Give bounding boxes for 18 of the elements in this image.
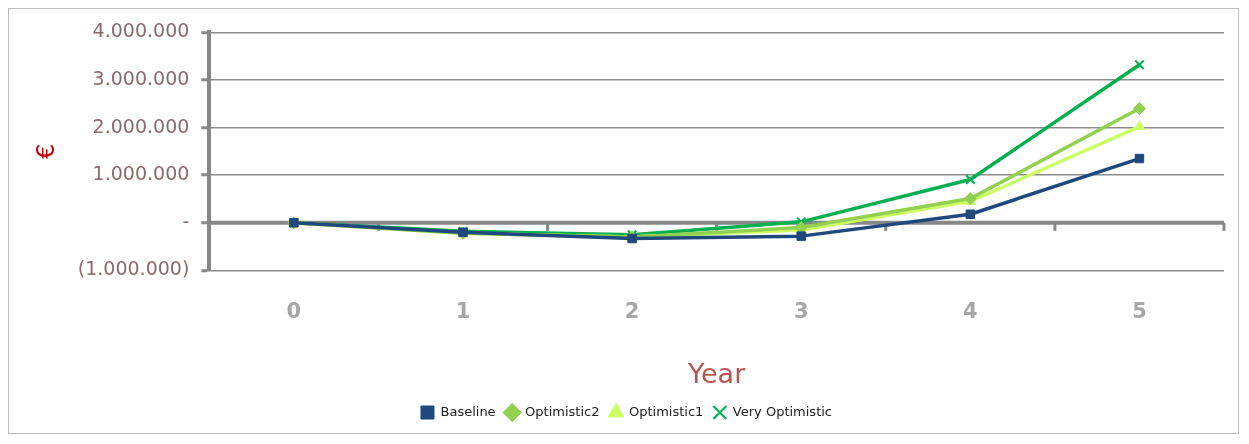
legend-label: Very Optimistic xyxy=(732,403,833,419)
y-tick-label: 1.000.000 xyxy=(92,162,190,185)
x-tick-label: 5 xyxy=(1132,299,1147,324)
y-tick-label: 3.000.000 xyxy=(92,66,190,89)
y-tick-label: 4.000.000 xyxy=(92,19,190,42)
x-tick-label: 1 xyxy=(455,299,471,324)
x-tick-label: 4 xyxy=(963,299,978,324)
x-axis-title: Year xyxy=(687,357,747,389)
x-tick-label: 0 xyxy=(286,299,302,324)
x-tick-label: 3 xyxy=(793,299,809,324)
legend-label: Optimistic1 xyxy=(628,403,704,419)
y-tick-label: (1.000.000) xyxy=(77,257,190,280)
legend-label: Optimistic2 xyxy=(525,403,600,419)
x-tick-label: 2 xyxy=(624,299,640,324)
legend-label: Baseline xyxy=(440,403,496,419)
y-tick-label: - xyxy=(182,209,190,232)
y-tick-label: 2.000.000 xyxy=(92,114,190,137)
y-axis-title: € xyxy=(31,143,60,160)
